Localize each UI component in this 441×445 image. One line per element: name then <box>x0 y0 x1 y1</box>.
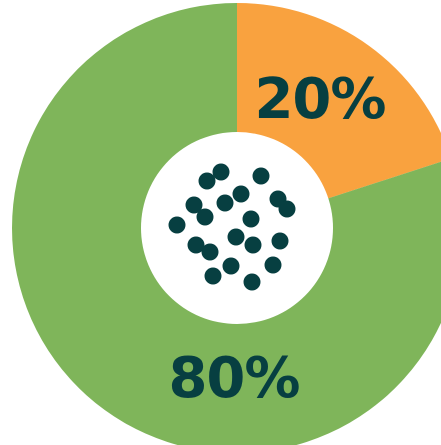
dot-11 <box>168 216 186 234</box>
dot-9 <box>196 208 214 226</box>
dot-16 <box>201 243 219 261</box>
dot-17 <box>222 257 240 275</box>
dot-15 <box>187 236 205 254</box>
dot-cluster-icon <box>168 163 296 291</box>
dot-18 <box>264 256 282 274</box>
dot-14 <box>271 232 289 250</box>
dot-4 <box>185 196 203 214</box>
slice-label-80-percent: 80% <box>168 346 299 411</box>
donut-center <box>141 132 333 324</box>
dot-20 <box>243 273 261 291</box>
dot-5 <box>216 194 234 212</box>
dot-6 <box>232 185 250 203</box>
dot-19 <box>204 267 222 285</box>
dot-12 <box>227 228 245 246</box>
dot-3 <box>252 167 270 185</box>
dot-10 <box>242 210 260 228</box>
dot-13 <box>244 236 262 254</box>
slice-label-20-percent: 20% <box>254 67 385 132</box>
dot-1 <box>212 163 230 181</box>
dot-2 <box>198 172 216 190</box>
dot-8 <box>278 200 296 218</box>
